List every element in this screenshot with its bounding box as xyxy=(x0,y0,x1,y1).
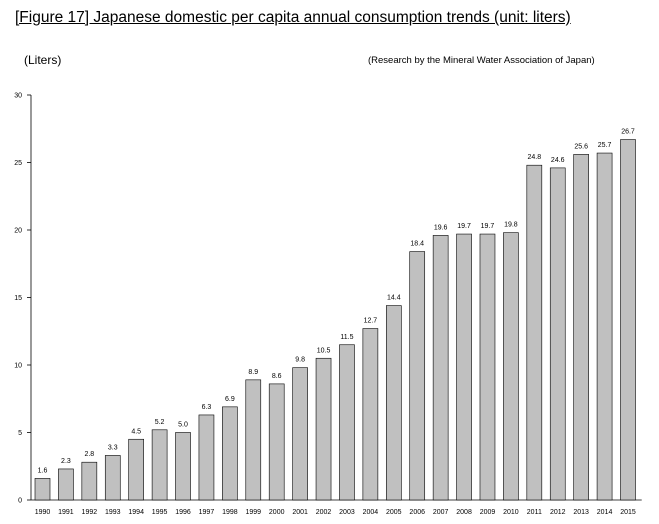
x-tick-label-2014: 2014 xyxy=(597,509,613,516)
x-tick-label-2008: 2008 xyxy=(456,509,472,516)
x-tick-label-2002: 2002 xyxy=(316,509,332,516)
bar-2008 xyxy=(456,233,472,501)
bar-2000 xyxy=(268,383,285,501)
value-label-2005: 14.4 xyxy=(387,295,401,302)
y-tick-label: 15 xyxy=(14,295,22,302)
y-tick-label: 25 xyxy=(14,160,22,167)
y-tick-label: 5 xyxy=(18,430,22,437)
bar-2003 xyxy=(339,344,355,501)
bar-2006 xyxy=(409,251,426,501)
chart-title: [Figure 17] Japanese domestic per capita… xyxy=(15,9,571,26)
value-label-1993: 3.3 xyxy=(108,444,118,451)
value-label-2004: 12.7 xyxy=(364,318,378,325)
value-label-2003: 11.5 xyxy=(340,334,353,341)
bar-2001 xyxy=(292,367,308,501)
x-tick-label-1995: 1995 xyxy=(152,509,168,516)
value-label-1999: 8.9 xyxy=(248,369,258,376)
y-tick-label: 30 xyxy=(14,93,22,100)
bar-2004 xyxy=(362,328,379,501)
value-label-1990: 1.6 xyxy=(38,467,48,474)
bar-2009 xyxy=(479,233,496,501)
bar-1999 xyxy=(245,379,262,501)
x-tick-label-1997: 1997 xyxy=(199,509,215,516)
value-label-1992: 2.8 xyxy=(84,451,94,458)
x-tick-label-2007: 2007 xyxy=(433,509,449,516)
value-label-2008: 19.7 xyxy=(457,223,471,230)
x-tick-label-1992: 1992 xyxy=(82,509,98,516)
value-label-1998: 6.9 xyxy=(225,396,235,403)
x-tick-label-1994: 1994 xyxy=(128,509,144,516)
bar-2005 xyxy=(385,305,402,501)
value-label-1991: 2.3 xyxy=(61,458,71,465)
bar-1991 xyxy=(58,468,74,501)
x-tick-label-2005: 2005 xyxy=(386,509,402,516)
bar-2012 xyxy=(549,167,566,501)
bar-2013 xyxy=(573,154,589,501)
y-tick-label: 20 xyxy=(14,228,22,235)
x-tick-label-1990: 1990 xyxy=(35,509,51,516)
value-label-2007: 19.6 xyxy=(434,224,448,231)
source-note: (Research by the Mineral Water Associati… xyxy=(368,55,595,66)
bar-2007 xyxy=(432,235,449,501)
y-axis-unit-label: (Liters) xyxy=(24,53,62,67)
bar-2015 xyxy=(620,139,636,501)
value-label-2000: 8.6 xyxy=(272,373,282,380)
x-tick-label-2003: 2003 xyxy=(339,509,355,516)
bar-1998 xyxy=(222,406,238,501)
bar-2014 xyxy=(596,152,613,501)
value-label-2012: 24.6 xyxy=(551,157,565,164)
value-label-1996: 5.0 xyxy=(178,422,188,429)
x-tick-label-2009: 2009 xyxy=(480,509,496,516)
bar-1994 xyxy=(128,438,144,501)
x-tick-label-2001: 2001 xyxy=(292,509,308,516)
value-label-2009: 19.7 xyxy=(481,223,495,230)
bar-2010 xyxy=(503,232,519,501)
x-tick-label-2011: 2011 xyxy=(527,509,542,516)
x-tick-label-2012: 2012 xyxy=(550,509,566,516)
value-label-1995: 5.2 xyxy=(155,419,165,426)
value-label-2002: 10.5 xyxy=(317,347,331,354)
bar-1990 xyxy=(34,478,51,501)
value-label-2011: 24.8 xyxy=(528,154,542,161)
value-label-2013: 25.6 xyxy=(574,143,588,150)
bar-2002 xyxy=(315,357,332,501)
bar-1993 xyxy=(104,455,121,501)
bar-1995 xyxy=(151,429,168,501)
x-tick-label-2010: 2010 xyxy=(503,509,519,516)
x-tick-label-2004: 2004 xyxy=(363,509,379,516)
value-label-2015: 26.7 xyxy=(621,129,635,136)
x-tick-label-1991: 1991 xyxy=(58,509,74,516)
value-label-2001: 9.8 xyxy=(295,357,305,364)
bar-1996 xyxy=(175,432,191,501)
bar-2011 xyxy=(526,164,543,501)
x-tick-label-1993: 1993 xyxy=(105,509,121,516)
value-label-2010: 19.8 xyxy=(504,222,518,229)
x-tick-label-1996: 1996 xyxy=(175,509,191,516)
bar-1992 xyxy=(81,461,98,501)
x-tick-label-2015: 2015 xyxy=(620,509,636,516)
x-tick-label-2013: 2013 xyxy=(573,509,589,516)
x-tick-label-2006: 2006 xyxy=(409,509,425,516)
y-tick-label: 10 xyxy=(14,363,22,370)
y-tick-label: 0 xyxy=(18,498,22,505)
bar-1997 xyxy=(198,414,215,501)
x-tick-label-1998: 1998 xyxy=(222,509,238,516)
value-label-2006: 18.4 xyxy=(410,241,424,248)
value-label-2014: 25.7 xyxy=(598,142,612,149)
value-label-1997: 6.3 xyxy=(202,404,212,411)
x-tick-label-1999: 1999 xyxy=(245,509,261,516)
value-label-1994: 4.5 xyxy=(131,428,141,435)
x-tick-label-2000: 2000 xyxy=(269,509,285,516)
